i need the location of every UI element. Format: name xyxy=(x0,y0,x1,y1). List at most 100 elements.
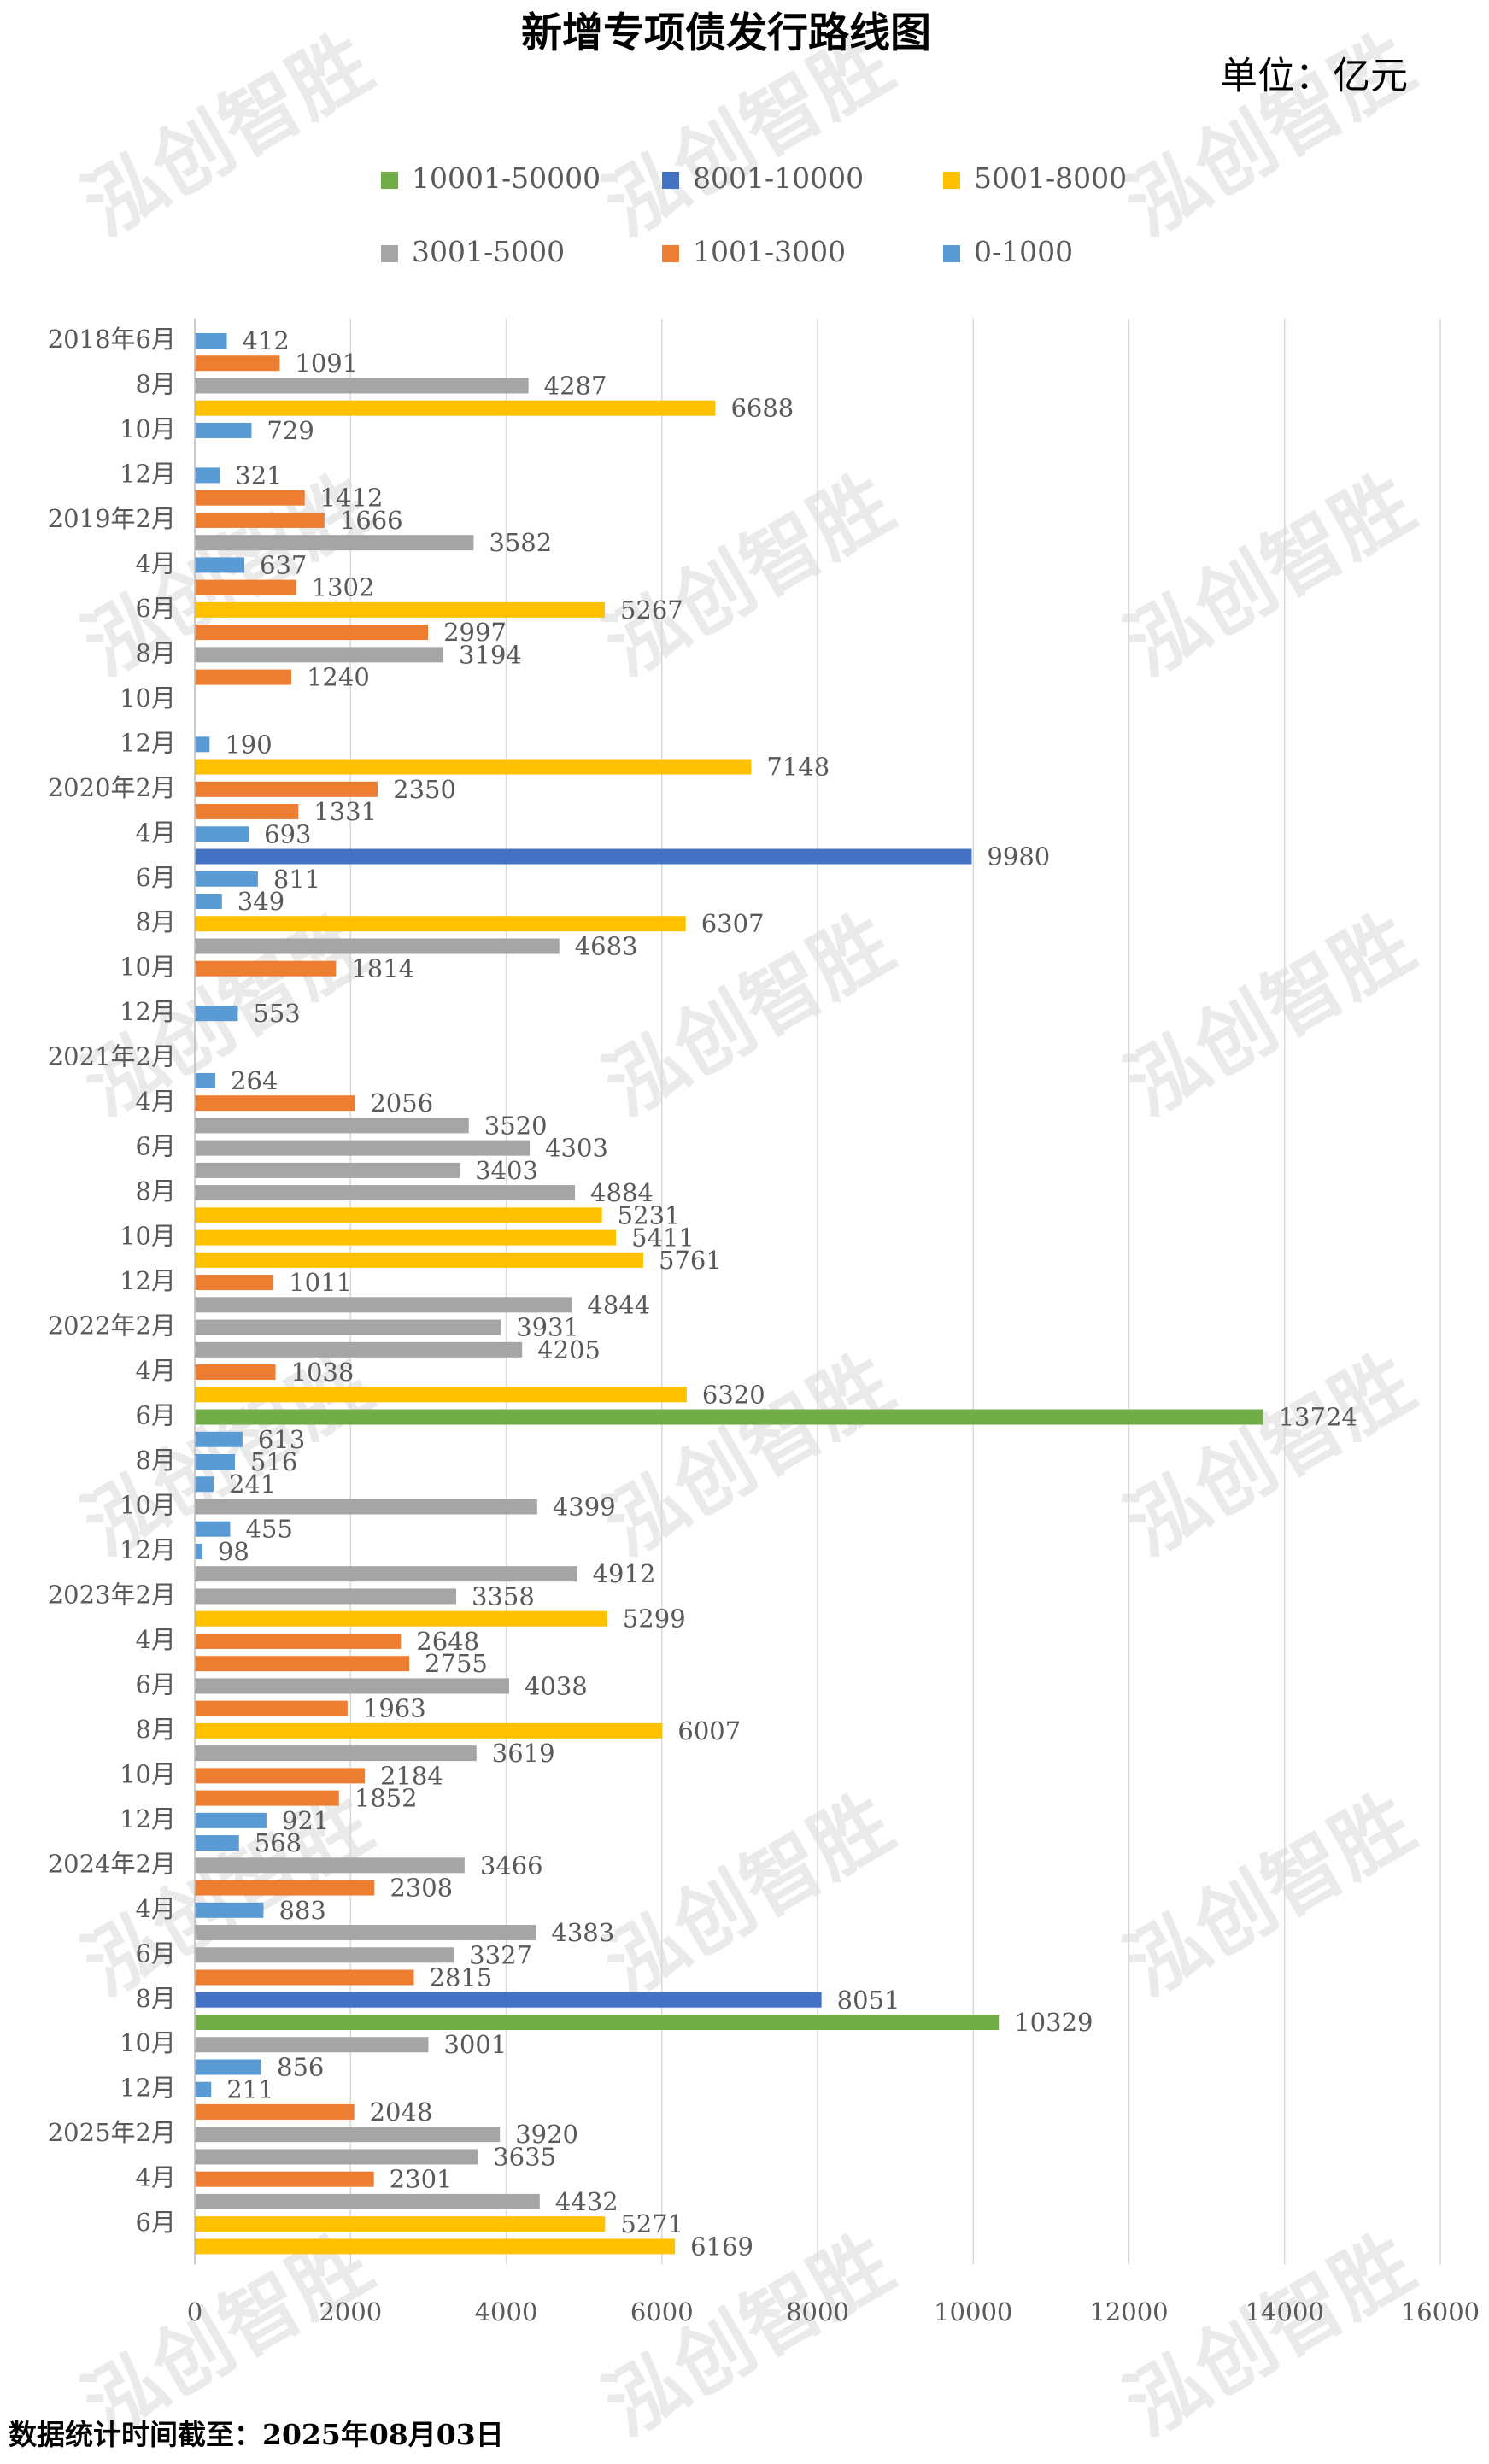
watermark: 泓创智胜 xyxy=(589,1336,907,1574)
y-tick-label: 8月 xyxy=(136,369,176,398)
bar xyxy=(195,1543,202,1559)
value-label: 7148 xyxy=(766,753,830,782)
bar xyxy=(195,1387,687,1403)
chart-title: 新增专项债发行路线图 xyxy=(521,9,931,57)
watermark: 泓创智胜 xyxy=(1110,1336,1428,1574)
value-label: 5231 xyxy=(618,1200,681,1229)
bar xyxy=(195,848,972,865)
value-label: 3582 xyxy=(489,528,552,557)
bar xyxy=(195,1790,339,1806)
value-label: 1331 xyxy=(314,797,377,826)
bar xyxy=(195,422,252,438)
bar xyxy=(195,2171,374,2187)
bar xyxy=(195,557,245,573)
y-tick-label: 12月 xyxy=(120,997,176,1026)
legend-swatch xyxy=(662,172,679,189)
bar xyxy=(195,1431,243,1447)
y-tick-label: 12月 xyxy=(120,1804,176,1833)
x-tick-label: 6000 xyxy=(630,2297,694,2326)
bar xyxy=(195,1364,276,1381)
bar xyxy=(195,1118,469,1134)
value-label: 5271 xyxy=(620,2209,683,2238)
bar xyxy=(195,669,291,685)
y-tick-label: 6月 xyxy=(136,594,176,623)
y-tick-label: 10月 xyxy=(120,683,176,713)
value-label: 1302 xyxy=(312,573,375,602)
value-label: 13724 xyxy=(1279,1403,1357,1432)
bar xyxy=(195,759,752,775)
y-tick-label: 6月 xyxy=(136,2208,176,2237)
bar xyxy=(195,1476,214,1493)
value-label: 4884 xyxy=(590,1178,654,1207)
bar xyxy=(195,1297,572,1313)
bar xyxy=(195,916,686,932)
value-label: 10329 xyxy=(1014,2008,1093,2037)
value-label: 6307 xyxy=(701,909,765,938)
bar xyxy=(195,1006,238,1022)
bar xyxy=(195,1095,355,1112)
value-label: 729 xyxy=(267,416,314,445)
y-tick-label: 4月 xyxy=(136,549,176,578)
bar xyxy=(195,1140,531,1156)
bar xyxy=(195,579,296,595)
bar xyxy=(195,2103,355,2120)
bar xyxy=(195,1588,456,1605)
y-tick-label: 12月 xyxy=(120,2074,176,2103)
legend-swatch xyxy=(381,245,398,262)
value-label: 455 xyxy=(245,1515,292,1544)
legend-label: 0-1000 xyxy=(974,235,1073,268)
legend-label: 5001-8000 xyxy=(974,161,1127,195)
watermark: 泓创智胜 xyxy=(1110,896,1428,1134)
bar xyxy=(195,1409,1263,1425)
value-label: 637 xyxy=(260,550,307,579)
y-tick-label: 8月 xyxy=(136,907,176,936)
legend-label: 1001-3000 xyxy=(693,235,846,268)
value-label: 856 xyxy=(277,2052,324,2081)
bar xyxy=(195,2037,429,2053)
y-tick-label: 10月 xyxy=(120,2028,176,2057)
watermark: 泓创智胜 xyxy=(1110,1776,1428,2014)
value-label: 883 xyxy=(278,1896,325,1925)
value-label: 6007 xyxy=(677,1716,741,1745)
bar xyxy=(195,625,429,641)
value-label: 568 xyxy=(255,1828,302,1857)
value-label: 1091 xyxy=(295,349,358,378)
value-label: 5267 xyxy=(620,595,683,625)
value-label: 321 xyxy=(235,461,282,490)
value-label: 921 xyxy=(282,1806,329,1835)
bar xyxy=(195,826,249,842)
value-label: 1852 xyxy=(355,1784,418,1813)
bar xyxy=(195,1610,607,1627)
bar xyxy=(195,2193,540,2209)
bar xyxy=(195,2059,262,2075)
legend-label: 8001-10000 xyxy=(693,161,864,195)
bar xyxy=(195,1185,576,1201)
y-tick-label: 4月 xyxy=(136,2163,176,2192)
bar xyxy=(195,1252,643,1268)
bar xyxy=(195,1857,465,1874)
x-tick-label: 16000 xyxy=(1401,2297,1480,2326)
bar xyxy=(195,1275,274,1291)
bar xyxy=(195,378,529,394)
value-label: 3403 xyxy=(475,1156,538,1185)
bar xyxy=(195,1812,267,1828)
bar xyxy=(195,871,258,887)
bar xyxy=(195,960,337,977)
bar xyxy=(195,1454,236,1470)
y-tick-label: 2019年2月 xyxy=(48,504,176,533)
bar xyxy=(195,1633,402,1649)
bar xyxy=(195,2216,606,2232)
bar xyxy=(195,1656,410,1672)
value-label: 211 xyxy=(226,2075,273,2104)
value-label: 1412 xyxy=(320,484,384,513)
bar xyxy=(195,1925,536,1941)
bar xyxy=(195,2015,1000,2030)
value-label: 4432 xyxy=(555,2187,618,2216)
value-label: 3520 xyxy=(484,1111,548,1140)
y-tick-label: 2021年2月 xyxy=(48,1042,176,1071)
unit-label: 单位：亿元 xyxy=(1220,55,1408,98)
y-tick-label: 4月 xyxy=(136,1894,176,1923)
x-tick-label: 12000 xyxy=(1089,2297,1168,2326)
legend-swatch xyxy=(943,172,960,189)
value-label: 1038 xyxy=(291,1358,355,1387)
